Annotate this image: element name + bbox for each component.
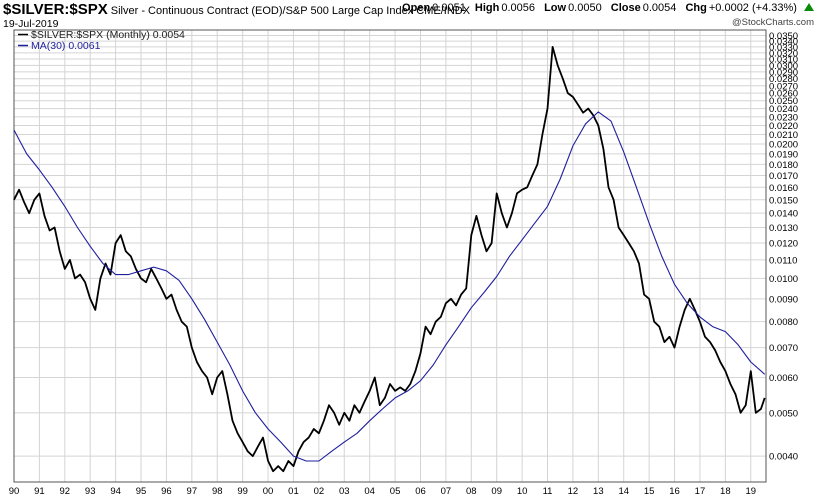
chart-date: 19-Jul-2019 bbox=[3, 18, 59, 30]
x-tick-label: 10 bbox=[517, 486, 528, 497]
series-line-ma30 bbox=[13, 111, 766, 462]
y-tick-label: 0.0060 bbox=[769, 373, 798, 384]
x-tick-label: 06 bbox=[415, 486, 426, 497]
x-tick-label: 12 bbox=[568, 486, 579, 497]
y-tick-label: 0.0250 bbox=[769, 96, 798, 107]
x-axis: 90 91 92 93 94 95 96 97 98 99 00 01 02 03 04 05 06 07 08 09… bbox=[9, 486, 756, 497]
legend-entry: $SILVER:$SPX (Monthly) 0.0054 bbox=[31, 29, 185, 41]
x-tick-label: 96 bbox=[161, 486, 172, 497]
close-label: Close bbox=[610, 2, 641, 14]
y-tick-label: 0.0270 bbox=[769, 81, 798, 92]
series-layer bbox=[13, 46, 766, 473]
x-tick-label: 93 bbox=[85, 486, 96, 497]
y-tick-label: 0.0190 bbox=[769, 149, 798, 160]
y-tick-label: 0.0260 bbox=[769, 89, 798, 100]
x-tick-label: 16 bbox=[669, 486, 680, 497]
x-tick-label: 04 bbox=[364, 486, 375, 497]
y-tick-label: 0.0120 bbox=[769, 239, 798, 250]
chg-label: Chg bbox=[685, 2, 707, 14]
y-tick-label: 0.0040 bbox=[769, 452, 798, 463]
y-tick-label: 0.0070 bbox=[769, 343, 798, 354]
x-tick-label: 91 bbox=[34, 486, 45, 497]
x-tick-label: 01 bbox=[288, 486, 299, 497]
y-tick-label: 0.0340 bbox=[769, 37, 798, 48]
x-tick-label: 97 bbox=[187, 486, 198, 497]
y-tick-label: 0.0310 bbox=[769, 54, 798, 65]
series-line-silver-spx bbox=[13, 46, 766, 473]
x-tick-label: 00 bbox=[263, 486, 274, 497]
x-tick-label: 11 bbox=[543, 486, 553, 497]
y-tick-label: 0.0240 bbox=[769, 104, 798, 115]
y-tick-label: 0.0130 bbox=[769, 223, 798, 234]
x-tick-label: 90 bbox=[9, 486, 20, 497]
x-tick-label: 94 bbox=[110, 486, 121, 497]
y-tick-label: 0.0100 bbox=[769, 274, 798, 285]
x-tick-label: 18 bbox=[720, 486, 731, 497]
close-value: 0.0054 bbox=[642, 2, 677, 14]
x-tick-label: 05 bbox=[390, 486, 401, 497]
y-tick-label: 0.0220 bbox=[769, 121, 798, 132]
y-tick-label: 0.0230 bbox=[769, 112, 798, 123]
y-tick-label: 0.0050 bbox=[769, 408, 798, 419]
y-tick-label: 0.0200 bbox=[769, 139, 798, 150]
chart-grid bbox=[13, 30, 766, 482]
legend-entry: MA(30) 0.0061 bbox=[31, 40, 101, 52]
brand-watermark: @StockCharts.com bbox=[732, 17, 814, 28]
x-tick-label: 02 bbox=[314, 486, 325, 497]
x-tick-label: 03 bbox=[339, 486, 350, 497]
y-tick-label: 0.0180 bbox=[769, 160, 798, 171]
y-tick-label: 0.0290 bbox=[769, 67, 798, 78]
x-tick-label: 98 bbox=[212, 486, 223, 497]
y-tick-label: 0.0140 bbox=[769, 209, 798, 220]
up-arrow-icon bbox=[804, 3, 814, 11]
y-tick-label: 0.0110 bbox=[769, 255, 797, 266]
chart-title: $SILVER:$SPX Silver - Continuous Contract… bbox=[3, 1, 470, 19]
x-tick-label: 19 bbox=[745, 486, 756, 497]
y-tick-label: 0.0150 bbox=[769, 195, 798, 206]
y-tick-label: 0.0170 bbox=[769, 171, 798, 182]
y-tick-label: 0.0090 bbox=[769, 294, 798, 305]
x-tick-label: 99 bbox=[237, 486, 248, 497]
y-tick-label: 0.0160 bbox=[769, 183, 798, 194]
low-value: 0.0050 bbox=[568, 2, 602, 14]
y-tick-label: 0.0300 bbox=[769, 61, 798, 72]
x-tick-label: 14 bbox=[618, 486, 629, 497]
high-label: High bbox=[474, 2, 500, 14]
x-tick-label: 08 bbox=[466, 486, 477, 497]
quote-summary: Open 0.0051 High 0.0056 Low 0.0050 Close 0.0… bbox=[396, 2, 814, 14]
x-tick-label: 07 bbox=[441, 486, 452, 497]
y-tick-label: 0.0080 bbox=[769, 317, 798, 328]
y-tick-label: 0.0330 bbox=[769, 42, 798, 53]
open-label: Open bbox=[402, 2, 431, 14]
y-tick-label: 0.0350 bbox=[769, 31, 798, 42]
x-tick-label: 95 bbox=[136, 486, 147, 497]
x-tick-label: 09 bbox=[491, 486, 502, 497]
symbol-label: $SILVER:$SPX bbox=[3, 1, 108, 18]
open-value: 0.0051 bbox=[432, 2, 466, 14]
y-tick-label: 0.0210 bbox=[769, 130, 798, 141]
high-value: 0.0056 bbox=[501, 2, 535, 14]
y-tick-label: 0.0280 bbox=[769, 74, 798, 85]
y-axis: 0.03500.03400.03300.03200.03100.03000.02… bbox=[769, 31, 798, 463]
y-tick-label: 0.0320 bbox=[769, 48, 798, 59]
x-tick-label: 17 bbox=[695, 486, 706, 497]
chg-value: +0.0002 (+4.33%) bbox=[708, 2, 797, 14]
symbol-description: Silver - Continuous Contract (EOD)/S&P 5… bbox=[110, 5, 471, 17]
plot-frame bbox=[13, 29, 767, 483]
x-tick-label: 15 bbox=[644, 486, 655, 497]
x-tick-label: 92 bbox=[60, 486, 71, 497]
low-label: Low bbox=[544, 2, 567, 14]
x-tick-label: 13 bbox=[593, 486, 604, 497]
